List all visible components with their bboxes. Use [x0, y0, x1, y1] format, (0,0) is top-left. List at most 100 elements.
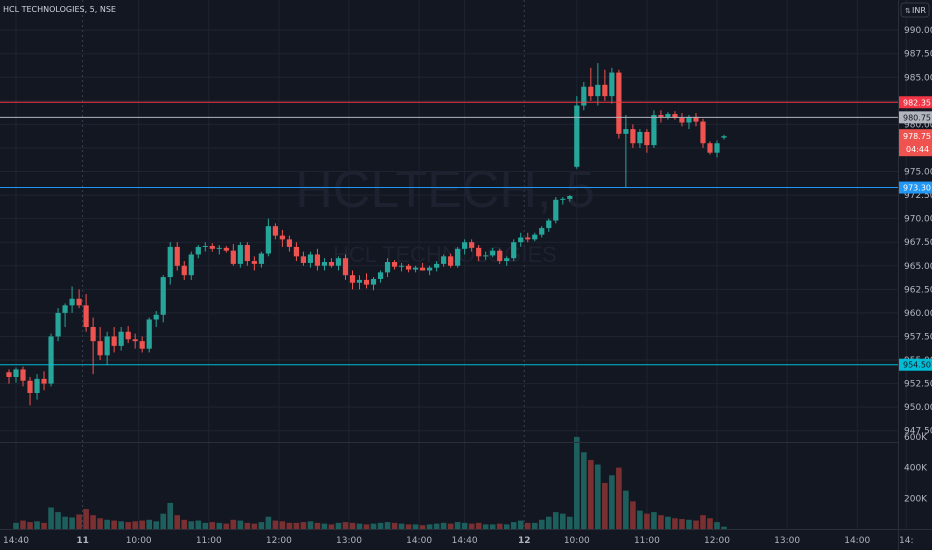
- candle-body[interactable]: [672, 114, 678, 118]
- candle-body[interactable]: [20, 369, 26, 381]
- candle-body[interactable]: [588, 86, 594, 97]
- candle-body[interactable]: [223, 247, 229, 251]
- candle-body[interactable]: [651, 114, 657, 146]
- candle-body[interactable]: [434, 263, 440, 268]
- candle-body[interactable]: [398, 265, 405, 267]
- candle-body[interactable]: [83, 305, 89, 328]
- candle-body[interactable]: [518, 237, 524, 243]
- candle-body[interactable]: [504, 258, 510, 262]
- candle-body[interactable]: [97, 341, 103, 356]
- candle-body[interactable]: [581, 86, 587, 106]
- candle-body[interactable]: [356, 279, 363, 283]
- candle-body[interactable]: [62, 305, 68, 313]
- candle-body[interactable]: [405, 265, 412, 270]
- candle-body[interactable]: [258, 253, 264, 264]
- candle-body[interactable]: [300, 256, 307, 263]
- candle-body[interactable]: [279, 235, 285, 240]
- candle-body[interactable]: [293, 246, 300, 257]
- candle-body[interactable]: [560, 198, 566, 200]
- candle-body[interactable]: [469, 242, 475, 248]
- candle-body[interactable]: [139, 341, 145, 349]
- candle-body[interactable]: [391, 261, 398, 267]
- candle-body[interactable]: [13, 369, 19, 377]
- candle-body[interactable]: [637, 131, 643, 144]
- candle-body[interactable]: [644, 131, 650, 146]
- candle-body[interactable]: [272, 226, 278, 236]
- candle-body[interactable]: [483, 255, 489, 257]
- currency-selector[interactable]: ⇅ INR: [900, 2, 930, 18]
- candle-body[interactable]: [377, 272, 384, 279]
- candle-body[interactable]: [455, 248, 461, 266]
- candle-body[interactable]: [721, 136, 727, 138]
- candle-body[interactable]: [237, 245, 243, 264]
- candle-body[interactable]: [539, 228, 545, 235]
- candle-body[interactable]: [118, 331, 124, 346]
- candle-body[interactable]: [686, 116, 692, 123]
- candle-body[interactable]: [90, 327, 96, 342]
- candle-body[interactable]: [616, 72, 622, 134]
- candle-body[interactable]: [55, 312, 61, 337]
- candle-body[interactable]: [27, 380, 33, 393]
- candle-body[interactable]: [567, 196, 573, 199]
- candle-body[interactable]: [497, 250, 503, 262]
- candle-body[interactable]: [427, 267, 433, 271]
- candle-body[interactable]: [209, 245, 215, 249]
- candle-body[interactable]: [448, 256, 454, 266]
- candle-body[interactable]: [441, 256, 447, 264]
- candle-body[interactable]: [41, 378, 47, 384]
- candle-body[interactable]: [693, 116, 699, 122]
- candle-body[interactable]: [511, 242, 517, 259]
- candle-body[interactable]: [202, 245, 208, 247]
- candle-body[interactable]: [230, 250, 236, 264]
- candle-body[interactable]: [363, 279, 370, 285]
- candle-body[interactable]: [412, 267, 419, 270]
- candle-body[interactable]: [665, 114, 671, 117]
- candle-body[interactable]: [553, 199, 559, 221]
- candle-body[interactable]: [321, 261, 328, 266]
- candle-body[interactable]: [707, 143, 713, 153]
- candle-body[interactable]: [623, 129, 629, 134]
- candle-body[interactable]: [658, 114, 664, 117]
- candle-body[interactable]: [476, 247, 482, 257]
- candle-body[interactable]: [574, 105, 580, 167]
- candle-body[interactable]: [370, 278, 377, 285]
- candle-body[interactable]: [342, 258, 349, 276]
- candle-body[interactable]: [195, 246, 201, 255]
- candle-body[interactable]: [525, 237, 531, 240]
- candle-body[interactable]: [609, 72, 615, 97]
- candle-body[interactable]: [602, 84, 608, 97]
- candle-body[interactable]: [167, 246, 173, 278]
- candle-body[interactable]: [104, 336, 110, 356]
- candle-body[interactable]: [307, 254, 314, 263]
- candle-body[interactable]: [532, 234, 538, 240]
- candle-body[interactable]: [251, 261, 257, 264]
- candle-body[interactable]: [48, 336, 54, 384]
- candle-body[interactable]: [700, 121, 706, 144]
- candle-body[interactable]: [630, 129, 636, 144]
- candle-body[interactable]: [679, 117, 685, 123]
- candle-body[interactable]: [714, 143, 720, 153]
- candle-body[interactable]: [188, 254, 194, 276]
- candle-body[interactable]: [349, 275, 356, 283]
- candle-body[interactable]: [34, 378, 40, 393]
- time-scale[interactable]: 14:40 11 10:00 11:00 12:00 13:00 14:00 14:40 12 1…: [3, 536, 913, 546]
- horizontal-lines[interactable]: [0, 101, 898, 366]
- candle-body[interactable]: [153, 314, 159, 320]
- candle-body[interactable]: [490, 250, 496, 256]
- candle-body[interactable]: [419, 267, 426, 271]
- candle-body[interactable]: [286, 239, 292, 247]
- candle-body[interactable]: [160, 277, 166, 315]
- candle-body[interactable]: [244, 245, 250, 262]
- candle-body[interactable]: [265, 226, 271, 254]
- candle-body[interactable]: [384, 261, 391, 273]
- candle-body[interactable]: [174, 246, 180, 266]
- candle-body[interactable]: [125, 331, 131, 340]
- candle-body[interactable]: [6, 372, 12, 377]
- candle-body[interactable]: [335, 258, 342, 266]
- candle-body[interactable]: [328, 261, 335, 266]
- candle-body[interactable]: [595, 84, 601, 97]
- candle-body[interactable]: [69, 298, 75, 306]
- candle-body[interactable]: [216, 247, 222, 249]
- candle-body[interactable]: [546, 220, 552, 229]
